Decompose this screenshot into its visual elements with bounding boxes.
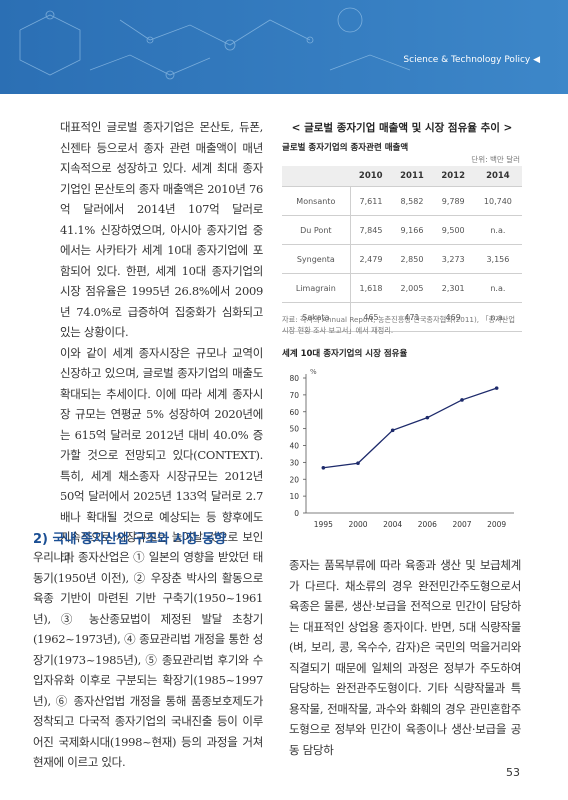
y-tick-label: 30 xyxy=(289,458,299,467)
table-cell: 2,301 xyxy=(432,273,474,303)
row-label: Limagrain xyxy=(282,273,351,303)
table-cell: 3,156 xyxy=(473,244,522,274)
table-wrap: 2010 2011 2012 2014 Monsanto 7,611 8,582 9,789 1… xyxy=(282,166,522,332)
figure-title: < 글로벌 종자기업 매출액 및 시장 점유율 추이 > xyxy=(291,122,513,134)
chart: % 0 10 20 30 40 50 60 70 80 1995 2000 2004 2006 2007 20… xyxy=(289,368,514,529)
row-label: Sakata xyxy=(282,302,351,332)
table-row: Du Pont 7,845 9,166 9,500 n.a. xyxy=(282,215,522,245)
chart-title: 세계 10대 종자기업의 시장 점유율 xyxy=(282,349,408,359)
y-tick-label: 20 xyxy=(289,475,299,484)
table-cell: n.a. xyxy=(473,273,522,303)
corner-cell xyxy=(282,166,351,187)
paragraph: 대표적인 글로벌 종자기업은 몬산토, 듀폰, 신젠타 등으로서 종자 관련 매… xyxy=(60,120,263,339)
x-tick-label: 1995 xyxy=(314,520,333,529)
column-header: 2012 xyxy=(432,166,474,187)
x-tick-label: 2004 xyxy=(383,520,402,529)
x-tick-label: 2007 xyxy=(452,520,471,529)
section-heading: 2) 국내 종자산업 구조와 시장 동향 xyxy=(33,532,227,547)
row-label: Du Pont xyxy=(282,215,351,245)
x-tick-label: 2006 xyxy=(418,520,437,529)
line xyxy=(323,387,497,469)
y-tick-label: 50 xyxy=(289,425,299,434)
y-tick-label: 80 xyxy=(289,374,299,383)
table-unit: 단위: 백만 달러 xyxy=(471,155,520,164)
x-tick-label: 2000 xyxy=(348,520,367,529)
column-header: 2014 xyxy=(473,166,522,187)
paragraph: 이와 같이 세계 종자시장은 규모나 교역이 신장하고 있으며, 글로벌 종자기… xyxy=(60,345,263,565)
y-unit: % xyxy=(310,368,317,376)
y-tick-label: 60 xyxy=(289,408,299,417)
table-cell: n.a. xyxy=(473,302,522,332)
point xyxy=(390,428,395,433)
table-cell: 10,740 xyxy=(473,186,522,216)
table-cell: 469 xyxy=(432,302,474,332)
table-row: Limagrain 1,618 2,005 2,301 n.a. xyxy=(282,273,522,303)
column-header: 2011 xyxy=(391,166,433,187)
y-tick-label: 70 xyxy=(289,391,299,400)
point xyxy=(460,398,464,402)
y-tick-label: 10 xyxy=(289,492,299,501)
point xyxy=(321,465,326,470)
section-right-text: 종자는 품목부류에 따라 육종과 생산 및 보급체계가 다르다. 채소류의 경우… xyxy=(289,558,521,757)
left-column: 대표적인 글로벌 종자기업은 몬산토, 듀폰, 신젠타 등으로서 종자 관련 매… xyxy=(60,117,263,568)
point xyxy=(356,461,360,466)
point xyxy=(425,415,430,420)
table-cell: 471 xyxy=(391,302,433,332)
table-cell: 2,005 xyxy=(391,273,433,303)
header-band: Science & Technology Policy ◀ xyxy=(0,0,568,94)
table-cell: 2,850 xyxy=(391,244,433,274)
table-source: 자료: 각사의 Annual Report; 농촌진흥청·한국종자협회(2011… xyxy=(282,315,515,335)
header-title: Science & Technology Policy ◀ xyxy=(403,55,540,65)
table-cell: 7,611 xyxy=(350,186,392,216)
table-cell: n.a. xyxy=(473,215,522,245)
header-pattern xyxy=(19,7,411,80)
table-cell: 9,166 xyxy=(391,215,433,245)
table-cell: 9,789 xyxy=(432,186,474,216)
y-tick-label: 0 xyxy=(294,509,299,518)
page-number: 53 xyxy=(506,766,520,779)
data-table: 2010 2011 2012 2014 Monsanto 7,611 8,582 9,789 1… xyxy=(282,166,522,332)
y-tick-label: 40 xyxy=(289,442,299,451)
row-label: Monsanto xyxy=(282,186,351,216)
table-row: Sakata 465 471 469 n.a. xyxy=(282,302,522,332)
table-cell: 8,582 xyxy=(391,186,433,216)
column-header: 2010 xyxy=(350,166,392,187)
table-cell: 7,845 xyxy=(350,215,392,245)
point xyxy=(494,386,499,390)
table-cell: 465 xyxy=(350,302,392,332)
header-background xyxy=(0,0,568,94)
row-label: Syngenta xyxy=(282,244,351,274)
table-title: 글로벌 종자기업의 종자관련 매출액 xyxy=(282,143,409,153)
table-cell: 2,479 xyxy=(350,244,392,274)
table-cell: 9,500 xyxy=(432,215,474,245)
header-row: 2010 2011 2012 2014 xyxy=(282,166,522,187)
table-row: Monsanto 7,611 8,582 9,789 10,740 xyxy=(282,186,522,216)
table-cell: 3,273 xyxy=(432,244,474,274)
table-cell: 1,618 xyxy=(350,273,392,303)
x-tick-label: 2009 xyxy=(487,520,506,529)
table-row: Syngenta 2,479 2,850 3,273 3,156 xyxy=(282,244,522,274)
section-left-text: 우리나라 종자산업은 ① 일본의 영향을 받았던 태동기(1950년 이전), … xyxy=(33,550,263,769)
